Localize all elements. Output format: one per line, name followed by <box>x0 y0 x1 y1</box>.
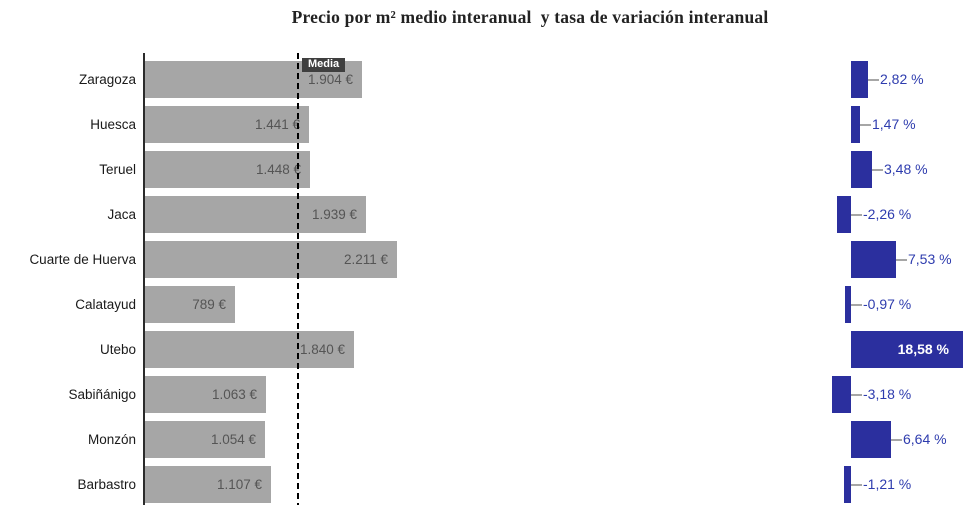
pct-bar <box>851 61 868 98</box>
price-bar <box>145 106 309 143</box>
price-bar <box>145 241 397 278</box>
pct-leader-line <box>868 79 879 81</box>
price-bar <box>145 196 366 233</box>
category-label: Monzón <box>87 432 136 447</box>
pct-value-label: 2,82 % <box>880 71 924 87</box>
price-bar <box>145 466 271 503</box>
pct-value-label: -0,97 % <box>863 296 912 312</box>
category-label: Sabiñánigo <box>68 387 136 402</box>
category-label: Huesca <box>90 117 136 132</box>
price-value-label: 1.054 € <box>210 432 256 447</box>
pct-leader-line <box>851 304 862 306</box>
category-label: Barbastro <box>77 477 136 492</box>
pct-leader-line <box>891 439 902 441</box>
price-value-label: 1.448 € <box>255 162 301 177</box>
chart-title: Precio por m² medio interanual y tasa de… <box>291 7 769 27</box>
pct-leader-line <box>896 259 907 261</box>
pct-leader-line <box>851 484 862 486</box>
pct-value-label: 6,64 % <box>903 431 947 447</box>
pct-leader-line <box>851 214 862 216</box>
price-value-label: 1.939 € <box>311 207 357 222</box>
pct-bar <box>837 196 851 233</box>
pct-value-label: -2,26 % <box>863 206 912 222</box>
pct-value-label: 1,47 % <box>872 116 916 132</box>
pct-value-label: 3,48 % <box>884 161 928 177</box>
price-value-label: 1.904 € <box>307 72 353 87</box>
price-bar <box>145 421 265 458</box>
price-value-label: 1.441 € <box>254 117 300 132</box>
media-dashed-line <box>297 53 299 505</box>
pct-leader-line <box>851 394 862 396</box>
pct-bar <box>851 241 896 278</box>
price-value-label: 1.107 € <box>216 477 262 492</box>
price-value-label: 2.211 € <box>343 252 388 267</box>
pct-bar <box>851 421 891 458</box>
price-value-label: 1.063 € <box>211 387 257 402</box>
price-bar <box>145 286 235 323</box>
category-label: Utebo <box>99 342 136 357</box>
pct-leader-line <box>860 124 871 126</box>
pct-bar <box>851 331 963 368</box>
category-label: Zaragoza <box>78 72 136 87</box>
pct-leader-line <box>872 169 883 171</box>
pct-value-label: 18,58 % <box>897 341 949 357</box>
pct-bar <box>845 286 851 323</box>
category-label: Calatayud <box>75 297 136 312</box>
pct-value-label: 7,53 % <box>908 251 952 267</box>
price-bar <box>145 376 266 413</box>
media-label: Media <box>302 58 346 72</box>
price-bar <box>145 331 354 368</box>
pct-bar <box>832 376 851 413</box>
pct-bar <box>844 466 851 503</box>
pct-value-label: -1,21 % <box>863 476 912 492</box>
category-label: Cuarte de Huerva <box>29 252 136 267</box>
left-axis-line <box>143 53 145 505</box>
price-bar <box>145 151 310 188</box>
price-value-label: 789 € <box>192 297 226 312</box>
pct-bar <box>851 151 872 188</box>
category-label: Jaca <box>107 207 136 222</box>
pct-value-label: -3,18 % <box>863 386 912 402</box>
price-value-label: 1.840 € <box>299 342 345 357</box>
category-label: Teruel <box>99 162 136 177</box>
pct-bar <box>851 106 860 143</box>
